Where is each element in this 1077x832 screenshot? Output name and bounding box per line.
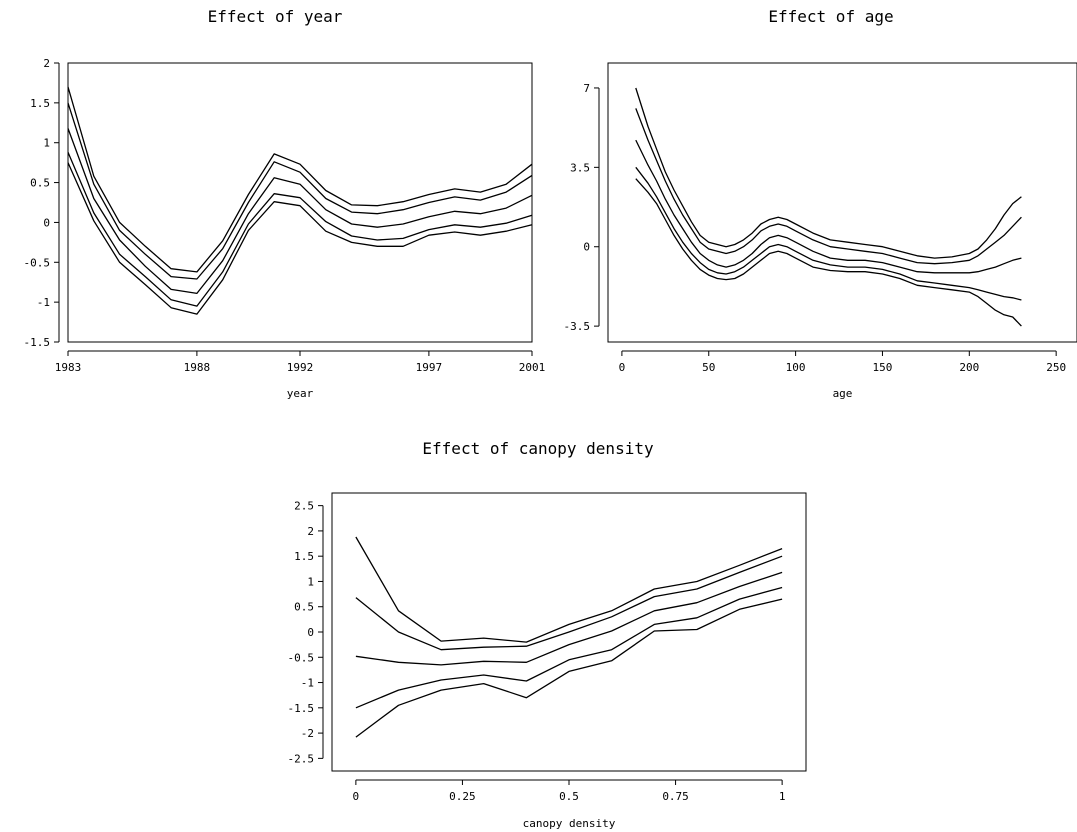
plot-frame bbox=[607, 62, 1077, 343]
x-tick-label: 50 bbox=[702, 361, 715, 374]
series-line-1 bbox=[355, 536, 783, 643]
y-tick-label: -1 bbox=[301, 677, 314, 690]
series-line-4 bbox=[635, 166, 1022, 301]
chart-title: Effect of year bbox=[208, 7, 343, 26]
series-line-5 bbox=[67, 162, 533, 315]
panel-effect-of-canopy-density: Effect of canopy density canopy density … bbox=[288, 439, 807, 830]
series-line-3 bbox=[67, 128, 533, 295]
series-line-2 bbox=[635, 108, 1022, 265]
x-tick-label: 0 bbox=[353, 790, 360, 803]
series-line-3 bbox=[355, 571, 783, 666]
series-line-5 bbox=[635, 178, 1022, 327]
x-tick-label: 200 bbox=[959, 361, 979, 374]
x-tick-label: 150 bbox=[873, 361, 893, 374]
y-tick-label: 0 bbox=[43, 216, 50, 229]
y-tick-label: 7 bbox=[583, 82, 590, 95]
y-tick-label: -2 bbox=[301, 727, 314, 740]
x-axis-label: year bbox=[287, 387, 314, 400]
series-line-5 bbox=[355, 598, 783, 738]
x-tick-label: 0.75 bbox=[662, 790, 689, 803]
chart-title: Effect of age bbox=[768, 7, 893, 26]
y-tick-label: 1.5 bbox=[30, 97, 50, 110]
plot-frame bbox=[331, 492, 807, 772]
x-tick-label: 1988 bbox=[184, 361, 211, 374]
series-line-3 bbox=[635, 139, 1022, 274]
y-tick-label: -2.5 bbox=[288, 752, 315, 765]
series-line-4 bbox=[355, 586, 783, 709]
series-line-2 bbox=[67, 102, 533, 280]
y-tick-label: -0.5 bbox=[24, 256, 51, 269]
series-line-2 bbox=[355, 555, 783, 651]
y-tick-label: 1.5 bbox=[294, 550, 314, 563]
y-tick-label: 1 bbox=[43, 137, 50, 150]
panel-effect-of-year: Effect of year year 1983 1988 1992 1997 2001… bbox=[24, 7, 546, 400]
y-tick-label: 2 bbox=[307, 525, 314, 538]
series-line-1 bbox=[635, 87, 1022, 259]
x-tick-label: 0.25 bbox=[449, 790, 476, 803]
y-tick-label: 0 bbox=[583, 241, 590, 254]
y-tick-label: -1.5 bbox=[288, 702, 315, 715]
x-axis-label: age bbox=[833, 387, 853, 400]
y-tick-label: 0.5 bbox=[294, 601, 314, 614]
x-tick-label: 1997 bbox=[416, 361, 443, 374]
y-tick-label: 2 bbox=[43, 57, 50, 70]
x-tick-label: 0 bbox=[619, 361, 626, 374]
x-axis-label: canopy density bbox=[523, 817, 616, 830]
x-tick-label: 2001 bbox=[519, 361, 546, 374]
y-tick-label: 2.5 bbox=[294, 500, 314, 513]
y-tick-label: -1.5 bbox=[24, 336, 51, 349]
chart-title: Effect of canopy density bbox=[422, 439, 654, 458]
y-tick-label: 0.5 bbox=[30, 177, 50, 190]
x-tick-label: 1 bbox=[779, 790, 786, 803]
y-tick-label: -3.5 bbox=[564, 320, 591, 333]
series-line-4 bbox=[67, 152, 533, 307]
y-tick-label: 1 bbox=[307, 575, 314, 588]
y-tick-label: -1 bbox=[37, 296, 50, 309]
plot-frame bbox=[67, 62, 533, 343]
y-tick-label: -0.5 bbox=[288, 651, 315, 664]
x-tick-label: 0.5 bbox=[559, 790, 579, 803]
y-tick-label: 0 bbox=[307, 626, 314, 639]
x-tick-label: 250 bbox=[1046, 361, 1066, 374]
panel-effect-of-age: Effect of age age 0 50 100 150 200 250 -3.5 0 3.… bbox=[564, 7, 1077, 400]
x-tick-label: 1992 bbox=[287, 361, 314, 374]
y-tick-label: 3.5 bbox=[570, 161, 590, 174]
series-line-1 bbox=[67, 86, 533, 273]
x-tick-label: 100 bbox=[786, 361, 806, 374]
x-tick-label: 1983 bbox=[55, 361, 82, 374]
